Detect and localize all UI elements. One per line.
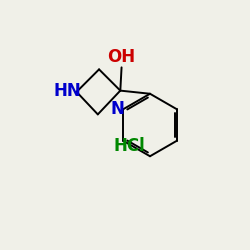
Text: HN: HN [54, 82, 82, 100]
Text: OH: OH [108, 48, 136, 66]
Text: N: N [110, 100, 124, 118]
Text: HCl: HCl [113, 136, 145, 154]
